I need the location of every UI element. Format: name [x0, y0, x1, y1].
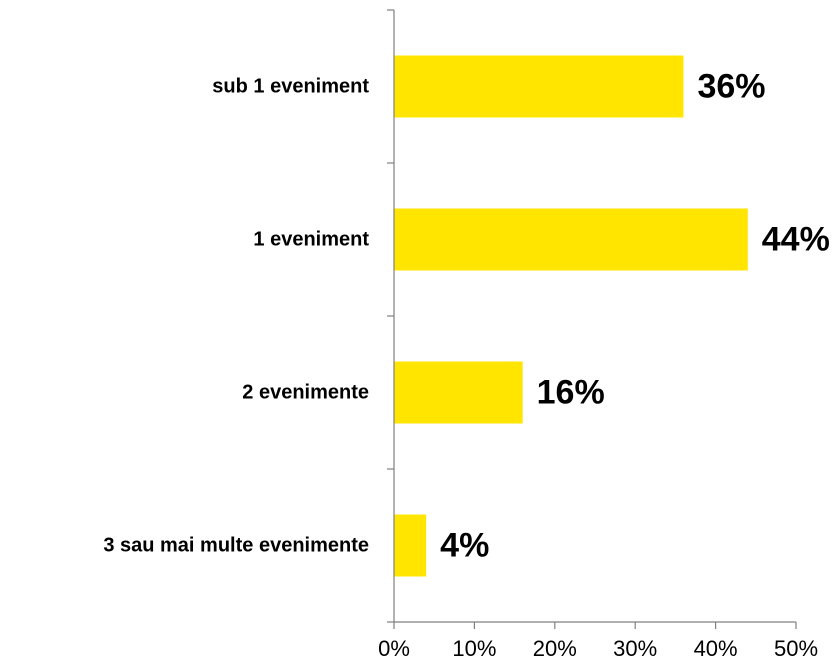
x-tick-label: 20% — [533, 636, 577, 661]
x-tick-label: 30% — [613, 636, 657, 661]
data-label: 16% — [537, 374, 605, 412]
bar-1 — [394, 55, 684, 118]
bar-3 — [394, 361, 523, 424]
labels-layer: sub 1 eveniment 36% 1 eveniment 44% 2 evenim… — [103, 68, 829, 565]
data-label: 44% — [762, 221, 830, 259]
bar-2 — [394, 208, 748, 271]
x-tick-label: 40% — [694, 636, 738, 661]
bars-layer — [394, 55, 748, 577]
category-label: 3 sau mai multe evenimente — [103, 535, 369, 557]
data-label: 4% — [440, 527, 489, 565]
data-label: 36% — [697, 68, 765, 106]
bar-4 — [394, 514, 427, 577]
category-label: sub 1 eveniment — [212, 76, 369, 98]
x-tick-label: 0% — [378, 636, 410, 661]
ticks-layer: 0% 10% 20% 30% 40% 50% — [378, 9, 818, 661]
category-label: 1 eveniment — [253, 229, 369, 251]
x-tick-label: 50% — [774, 636, 818, 661]
category-label: 2 evenimente — [242, 382, 369, 404]
x-tick-label: 10% — [452, 636, 496, 661]
